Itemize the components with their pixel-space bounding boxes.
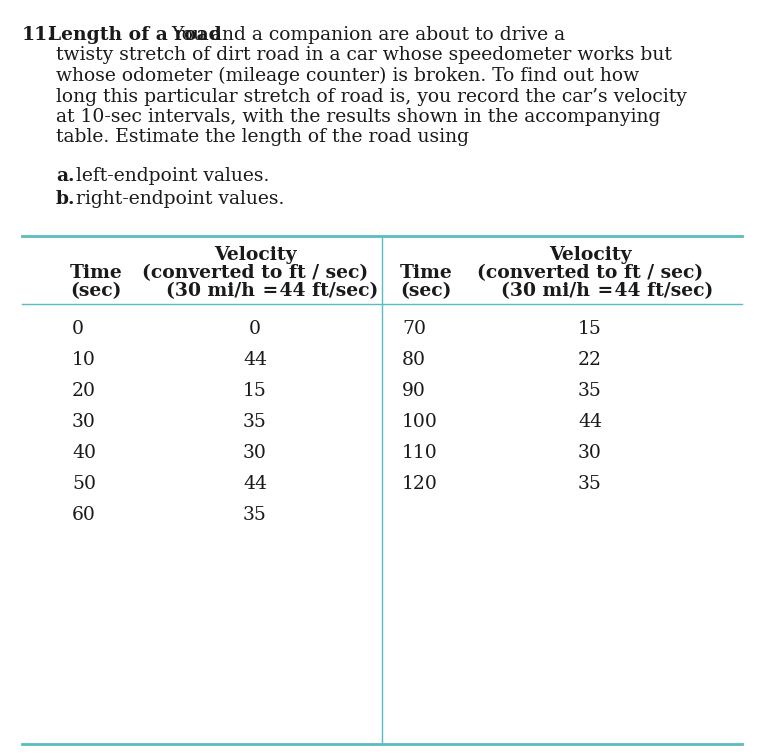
Text: 35: 35 bbox=[578, 475, 602, 493]
Text: right-endpoint values.: right-endpoint values. bbox=[76, 189, 284, 207]
Text: 70: 70 bbox=[402, 320, 426, 338]
Text: (sec): (sec) bbox=[70, 282, 121, 300]
Text: at 10-sec intervals, with the results shown in the accompanying: at 10-sec intervals, with the results sh… bbox=[56, 108, 660, 126]
Text: 44: 44 bbox=[243, 475, 267, 493]
Text: 44: 44 bbox=[578, 413, 602, 431]
Text: 35: 35 bbox=[243, 413, 267, 431]
Text: b.: b. bbox=[56, 189, 76, 207]
Text: (30 mi/h: (30 mi/h bbox=[166, 282, 255, 300]
Text: 0: 0 bbox=[249, 320, 261, 338]
Text: 100: 100 bbox=[402, 413, 438, 431]
Text: 110: 110 bbox=[402, 444, 438, 462]
Text: =: = bbox=[256, 282, 278, 300]
Text: 22: 22 bbox=[578, 351, 602, 369]
Text: 60: 60 bbox=[72, 506, 96, 524]
Text: 10: 10 bbox=[72, 351, 96, 369]
Text: Length of a road: Length of a road bbox=[48, 26, 222, 44]
Text: 120: 120 bbox=[402, 475, 438, 493]
Text: long this particular stretch of road is, you record the car’s velocity: long this particular stretch of road is,… bbox=[56, 87, 687, 106]
Text: 30: 30 bbox=[578, 444, 602, 462]
Text: =: = bbox=[591, 282, 613, 300]
Text: 44 ft/sec): 44 ft/sec) bbox=[608, 282, 713, 300]
Text: 30: 30 bbox=[243, 444, 267, 462]
Text: 35: 35 bbox=[243, 506, 267, 524]
Text: 44: 44 bbox=[243, 351, 267, 369]
Text: (30 mi/h: (30 mi/h bbox=[501, 282, 590, 300]
Text: 40: 40 bbox=[72, 444, 96, 462]
Text: Velocity: Velocity bbox=[549, 246, 631, 264]
Text: a.: a. bbox=[56, 167, 74, 185]
Text: 0: 0 bbox=[72, 320, 84, 338]
Text: 30: 30 bbox=[72, 413, 96, 431]
Text: Time: Time bbox=[70, 264, 123, 282]
Text: 35: 35 bbox=[578, 382, 602, 400]
Text: twisty stretch of dirt road in a car whose speedometer works but: twisty stretch of dirt road in a car who… bbox=[56, 47, 672, 65]
Text: (converted to ft / sec): (converted to ft / sec) bbox=[142, 264, 368, 282]
Text: 80: 80 bbox=[402, 351, 426, 369]
Text: Time: Time bbox=[400, 264, 453, 282]
Text: whose odometer (mileage counter) is broken. To find out how: whose odometer (mileage counter) is brok… bbox=[56, 67, 639, 85]
Text: 50: 50 bbox=[72, 475, 96, 493]
Text: left-endpoint values.: left-endpoint values. bbox=[76, 167, 269, 185]
Text: (sec): (sec) bbox=[400, 282, 451, 300]
Text: 15: 15 bbox=[243, 382, 267, 400]
Text: 11.: 11. bbox=[22, 26, 55, 44]
Text: (converted to ft / sec): (converted to ft / sec) bbox=[477, 264, 703, 282]
Text: 90: 90 bbox=[402, 382, 426, 400]
Text: 15: 15 bbox=[578, 320, 602, 338]
Text: 44 ft/sec): 44 ft/sec) bbox=[273, 282, 378, 300]
Text: 20: 20 bbox=[72, 382, 96, 400]
Text: You and a companion are about to drive a: You and a companion are about to drive a bbox=[171, 26, 565, 44]
Text: Velocity: Velocity bbox=[214, 246, 296, 264]
Text: table. Estimate the length of the road using: table. Estimate the length of the road u… bbox=[56, 128, 469, 146]
